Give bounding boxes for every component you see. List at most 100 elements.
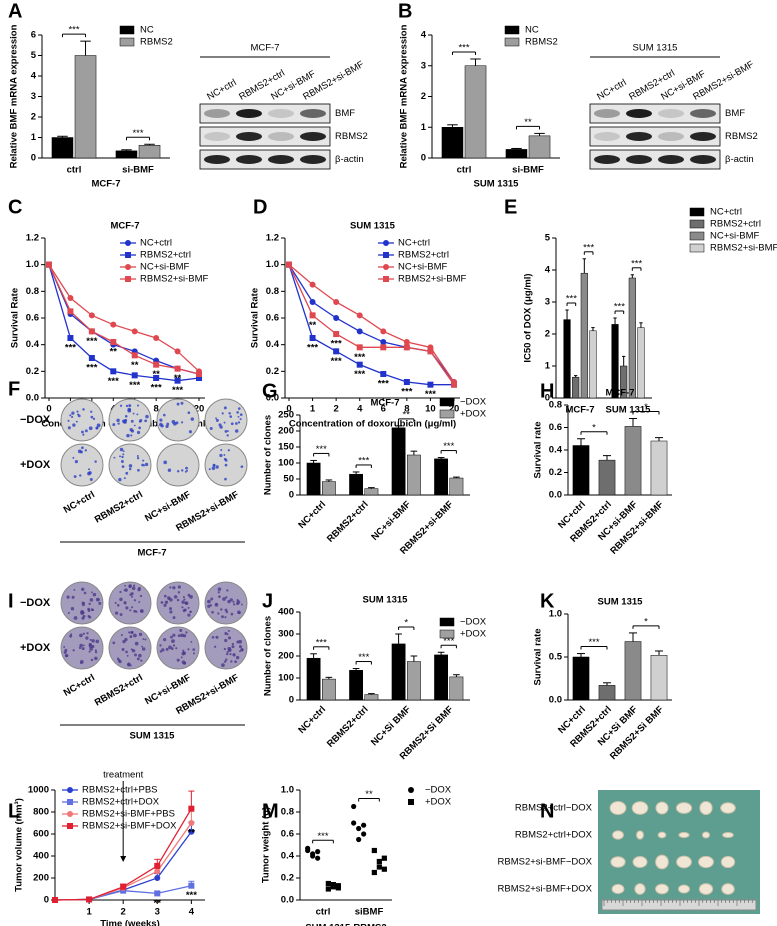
- y-tick-label: 0.0: [266, 393, 279, 404]
- marker: [380, 344, 387, 351]
- bar: [391, 643, 406, 701]
- significance-label: **: [403, 409, 411, 420]
- y-tick-label: 200: [278, 651, 294, 662]
- panel-letter: K: [540, 590, 555, 612]
- marker: [131, 328, 138, 335]
- tumor: [677, 884, 691, 894]
- y-tick-label: 1.0: [26, 259, 39, 270]
- legend-swatch: [119, 25, 135, 35]
- band-label: β-actin: [725, 154, 754, 165]
- marker: [333, 348, 340, 355]
- series-line: [48, 264, 200, 372]
- legend-swatch: [408, 799, 414, 805]
- legend-label: RBMS2: [140, 37, 173, 48]
- colony: [238, 611, 241, 615]
- panel-letter: M: [262, 800, 279, 822]
- colony: [94, 649, 97, 652]
- bar: [449, 477, 464, 496]
- tumor: [698, 855, 714, 869]
- x-tick-label: 4: [357, 404, 363, 415]
- colony: [97, 598, 100, 601]
- colony: [122, 450, 125, 453]
- colony: [241, 603, 243, 606]
- row-label: +DOX: [20, 642, 51, 654]
- blot-strip: [199, 103, 331, 124]
- bar: [349, 473, 364, 496]
- blot-band: [268, 109, 294, 118]
- y-axis-label: Relative BMF mRNA expression: [9, 24, 20, 168]
- colony: [114, 601, 117, 604]
- significance-label: ***: [331, 356, 342, 367]
- colony: [142, 459, 145, 462]
- band-label: RBMS2: [335, 131, 368, 142]
- y-tick-label: 1: [545, 361, 551, 372]
- colony: [224, 596, 228, 599]
- colony: [163, 637, 167, 642]
- plate: [60, 398, 104, 442]
- colony: [96, 427, 99, 430]
- colony: [215, 417, 217, 420]
- colony: [125, 471, 129, 475]
- colony: [211, 610, 214, 614]
- y-tick-label: 0: [545, 393, 550, 404]
- marker: [403, 379, 410, 385]
- marker: [361, 831, 367, 837]
- colony: [79, 474, 82, 477]
- marker: [376, 858, 382, 865]
- marker: [196, 371, 202, 377]
- colony: [226, 434, 229, 437]
- colony: [89, 478, 93, 482]
- panel-letter: N: [540, 800, 554, 822]
- colony: [71, 415, 74, 419]
- colony: [226, 633, 229, 636]
- colony: [138, 426, 141, 430]
- y-tick-label: 0.8: [266, 286, 279, 297]
- marker: [351, 820, 357, 826]
- y-tick-label: 0.4: [281, 851, 295, 862]
- colony: [175, 647, 178, 650]
- y-tick-label: 200: [278, 426, 294, 437]
- marker: [153, 335, 160, 341]
- colony: [224, 608, 228, 612]
- marker: [309, 281, 316, 288]
- marker: [153, 361, 160, 368]
- colony: [124, 419, 127, 422]
- y-axis-label: Survival rate: [533, 628, 544, 685]
- colony: [180, 656, 183, 659]
- colony: [131, 586, 136, 591]
- significance-label: *: [404, 618, 408, 629]
- y-tick-label: 0: [289, 490, 294, 501]
- x-tick-label: NC+Si BMF: [369, 704, 413, 748]
- colony: [73, 616, 78, 620]
- bar: [51, 137, 74, 159]
- colony: [131, 649, 136, 653]
- colony: [120, 459, 124, 463]
- y-tick-label: 0.2: [266, 366, 279, 377]
- colony: [172, 633, 176, 637]
- colony: [128, 464, 133, 468]
- colony: [119, 455, 121, 458]
- colony: [82, 632, 85, 635]
- legend-label: NC: [525, 25, 539, 36]
- colony: [129, 428, 133, 432]
- bar: [349, 670, 364, 701]
- significance-label: ***: [331, 339, 342, 350]
- y-axis-label: Number of clones: [263, 415, 274, 495]
- bar: [650, 655, 668, 701]
- colony: [130, 434, 133, 437]
- chart-title: MCF-7: [110, 221, 139, 232]
- legend-label: −DOX: [425, 785, 452, 796]
- colony: [121, 455, 124, 459]
- series-line: [48, 264, 200, 382]
- colony: [138, 632, 143, 637]
- colony: [80, 450, 83, 454]
- blot-band: [300, 132, 326, 141]
- legend-label: +DOX: [425, 797, 452, 808]
- significance-label: ***: [401, 387, 412, 398]
- significance-label: ***: [588, 637, 599, 648]
- tumor: [610, 856, 626, 868]
- lane-label: NC+ctrl: [205, 77, 238, 102]
- colony: [221, 412, 224, 415]
- colony: [120, 633, 123, 636]
- colony: [131, 595, 134, 598]
